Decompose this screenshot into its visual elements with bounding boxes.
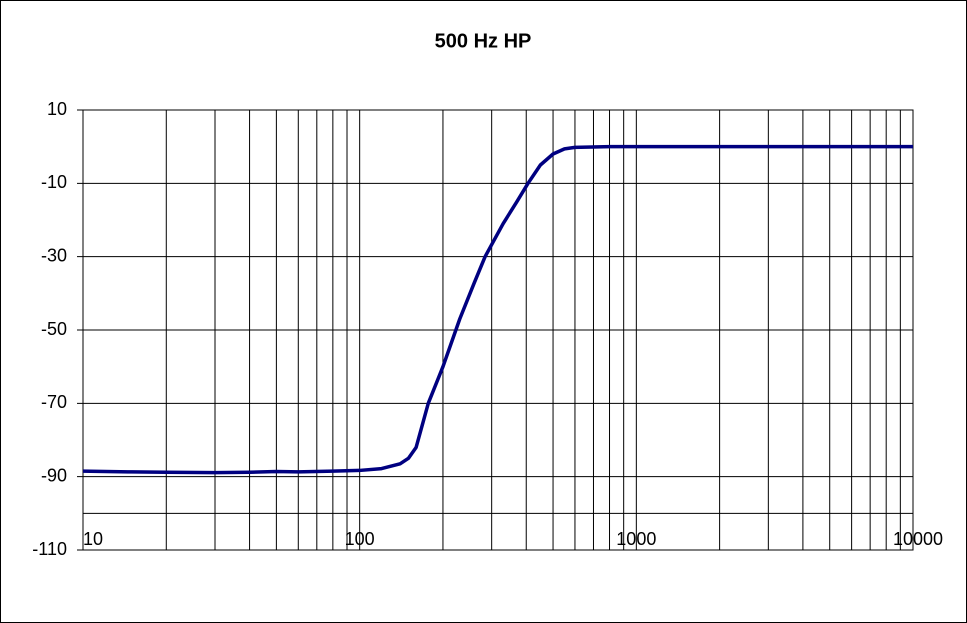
y-tick-label: -50 [41,319,67,339]
x-tick-label: 10000 [893,529,943,549]
y-tick-label: -110 [32,539,67,559]
y-tick-label: -30 [41,245,67,265]
x-tick-label: 100 [345,529,375,549]
y-tick-label: -10 [41,172,67,192]
y-tick-label: 10 [47,99,67,119]
data-line [82,144,913,475]
y-tick-label: -70 [41,392,67,412]
x-tick-label: 10 [83,529,103,549]
chart-title: 500 Hz HP [435,30,532,52]
x-tick-label: 1000 [616,529,656,549]
y-tick-label: -90 [41,465,67,485]
